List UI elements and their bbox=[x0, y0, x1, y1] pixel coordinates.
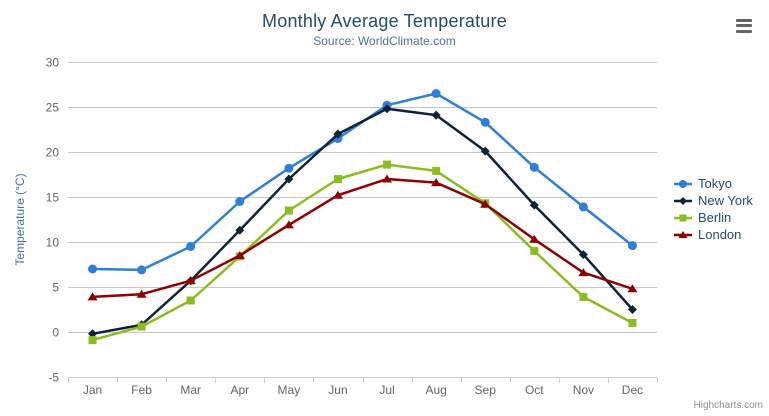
x-axis-label: Aug bbox=[425, 383, 446, 397]
y-axis-label: 10 bbox=[46, 236, 60, 250]
x-axis-label: Mar bbox=[180, 383, 201, 397]
data-point-berlin-oct[interactable] bbox=[530, 247, 539, 255]
data-point-london-feb[interactable] bbox=[136, 289, 147, 298]
data-point-tokyo-nov[interactable] bbox=[578, 202, 588, 212]
data-point-london-mar[interactable] bbox=[185, 276, 196, 285]
data-point-new-york-nov[interactable] bbox=[578, 250, 588, 260]
x-axis-label: Dec bbox=[622, 383, 643, 397]
data-point-london-dec[interactable] bbox=[627, 284, 638, 293]
diamond-legend-marker-icon bbox=[674, 196, 692, 205]
x-axis-label: Apr bbox=[230, 383, 249, 397]
data-point-tokyo-sep[interactable] bbox=[480, 117, 490, 127]
data-point-london-nov[interactable] bbox=[578, 268, 589, 277]
legend-item-berlin[interactable]: Berlin bbox=[673, 209, 753, 226]
x-axis-label: Jun bbox=[328, 383, 347, 397]
series-london bbox=[87, 174, 638, 301]
data-point-london-aug[interactable] bbox=[431, 178, 442, 187]
data-point-berlin-jun[interactable] bbox=[333, 175, 342, 183]
x-axis-label: May bbox=[278, 383, 301, 397]
data-point-berlin-may[interactable] bbox=[284, 206, 293, 215]
y-axis-label: 30 bbox=[46, 56, 60, 70]
y-axis-label: 15 bbox=[46, 191, 60, 205]
circle-legend-marker-icon bbox=[674, 179, 692, 188]
data-point-london-jul[interactable] bbox=[382, 174, 393, 183]
x-axis-label: Jan bbox=[83, 383, 102, 397]
legend-item-tokyo[interactable]: Tokyo bbox=[673, 175, 753, 192]
data-point-tokyo-apr[interactable] bbox=[235, 197, 245, 206]
y-axis-label: 20 bbox=[46, 146, 60, 160]
series-line-new-york bbox=[91, 107, 634, 336]
square-legend-marker-icon bbox=[674, 214, 692, 221]
x-axis-label: Sep bbox=[475, 383, 497, 397]
data-point-tokyo-mar[interactable] bbox=[186, 242, 196, 251]
y-axis-label: 5 bbox=[52, 281, 59, 295]
data-point-new-york-sep[interactable] bbox=[480, 146, 490, 156]
y-axis-label: 0 bbox=[52, 326, 59, 340]
series-line-london bbox=[91, 177, 634, 299]
data-point-berlin-jul[interactable] bbox=[383, 160, 392, 169]
x-axis-label: Nov bbox=[573, 383, 594, 397]
series-line-tokyo bbox=[91, 92, 634, 272]
legend-label: London bbox=[698, 227, 742, 242]
data-point-london-jan[interactable] bbox=[87, 292, 98, 301]
data-point-new-york-jul[interactable] bbox=[382, 104, 392, 114]
data-point-new-york-oct[interactable] bbox=[529, 200, 539, 210]
legend-item-new-york[interactable]: New York bbox=[673, 192, 753, 209]
data-point-new-york-jan[interactable] bbox=[88, 329, 98, 339]
legend-marker-new-york[interactable] bbox=[679, 196, 687, 205]
data-point-tokyo-feb[interactable] bbox=[137, 265, 147, 275]
data-point-tokyo-may[interactable] bbox=[284, 163, 294, 173]
legend: Tokyo New York Berlin London bbox=[673, 175, 753, 243]
hamburger-menu-icon bbox=[736, 24, 752, 27]
legend-marker-berlin[interactable] bbox=[679, 214, 687, 221]
y-axis-label: -5 bbox=[48, 371, 59, 385]
highcharts-credit[interactable]: Highcharts.com bbox=[693, 400, 763, 411]
legend-label: Tokyo bbox=[698, 176, 732, 191]
data-point-london-jun[interactable] bbox=[332, 190, 343, 199]
chart-context-menu-button[interactable] bbox=[732, 14, 756, 36]
data-point-tokyo-oct[interactable] bbox=[529, 162, 539, 172]
hamburger-menu-icon bbox=[736, 18, 752, 22]
series-tokyo bbox=[88, 89, 637, 275]
data-point-london-may[interactable] bbox=[283, 220, 294, 229]
data-point-berlin-jan[interactable] bbox=[88, 336, 97, 345]
data-point-new-york-dec[interactable] bbox=[627, 305, 637, 314]
y-axis-label: 25 bbox=[46, 101, 60, 115]
data-point-new-york-may[interactable] bbox=[284, 174, 294, 184]
data-point-berlin-feb[interactable] bbox=[137, 322, 146, 331]
legend-label: New York bbox=[698, 193, 753, 208]
data-point-tokyo-jan[interactable] bbox=[88, 264, 98, 274]
series-new-york bbox=[88, 104, 637, 339]
legend-item-london[interactable]: London bbox=[673, 226, 753, 243]
data-point-new-york-apr[interactable] bbox=[235, 225, 245, 235]
x-axis-label: Jul bbox=[379, 383, 394, 397]
x-axis-label: Feb bbox=[131, 383, 152, 397]
data-point-new-york-aug[interactable] bbox=[431, 110, 441, 120]
hamburger-menu-icon bbox=[736, 29, 752, 33]
x-axis-label: Oct bbox=[525, 383, 544, 397]
data-point-london-sep[interactable] bbox=[480, 199, 491, 208]
chart-subtitle: Source: WorldClimate.com bbox=[313, 34, 456, 48]
data-point-berlin-nov[interactable] bbox=[579, 292, 588, 301]
series-line-berlin bbox=[91, 163, 634, 342]
legend-label: Berlin bbox=[698, 210, 732, 225]
data-point-berlin-mar[interactable] bbox=[186, 296, 195, 305]
data-point-tokyo-dec[interactable] bbox=[627, 241, 637, 251]
data-point-new-york-jun[interactable] bbox=[333, 129, 343, 139]
data-point-london-apr[interactable] bbox=[234, 251, 245, 259]
data-point-tokyo-aug[interactable] bbox=[431, 89, 441, 98]
data-point-berlin-dec[interactable] bbox=[628, 319, 637, 327]
y-axis-title: Temperature (°C) bbox=[13, 173, 27, 265]
data-point-berlin-aug[interactable] bbox=[432, 166, 441, 175]
triangle-legend-marker-icon bbox=[674, 230, 692, 238]
data-point-london-oct[interactable] bbox=[529, 234, 540, 243]
chart-title: Monthly Average Temperature bbox=[262, 11, 507, 31]
legend-marker-tokyo[interactable] bbox=[679, 179, 687, 188]
legend-marker-london[interactable] bbox=[678, 230, 688, 238]
